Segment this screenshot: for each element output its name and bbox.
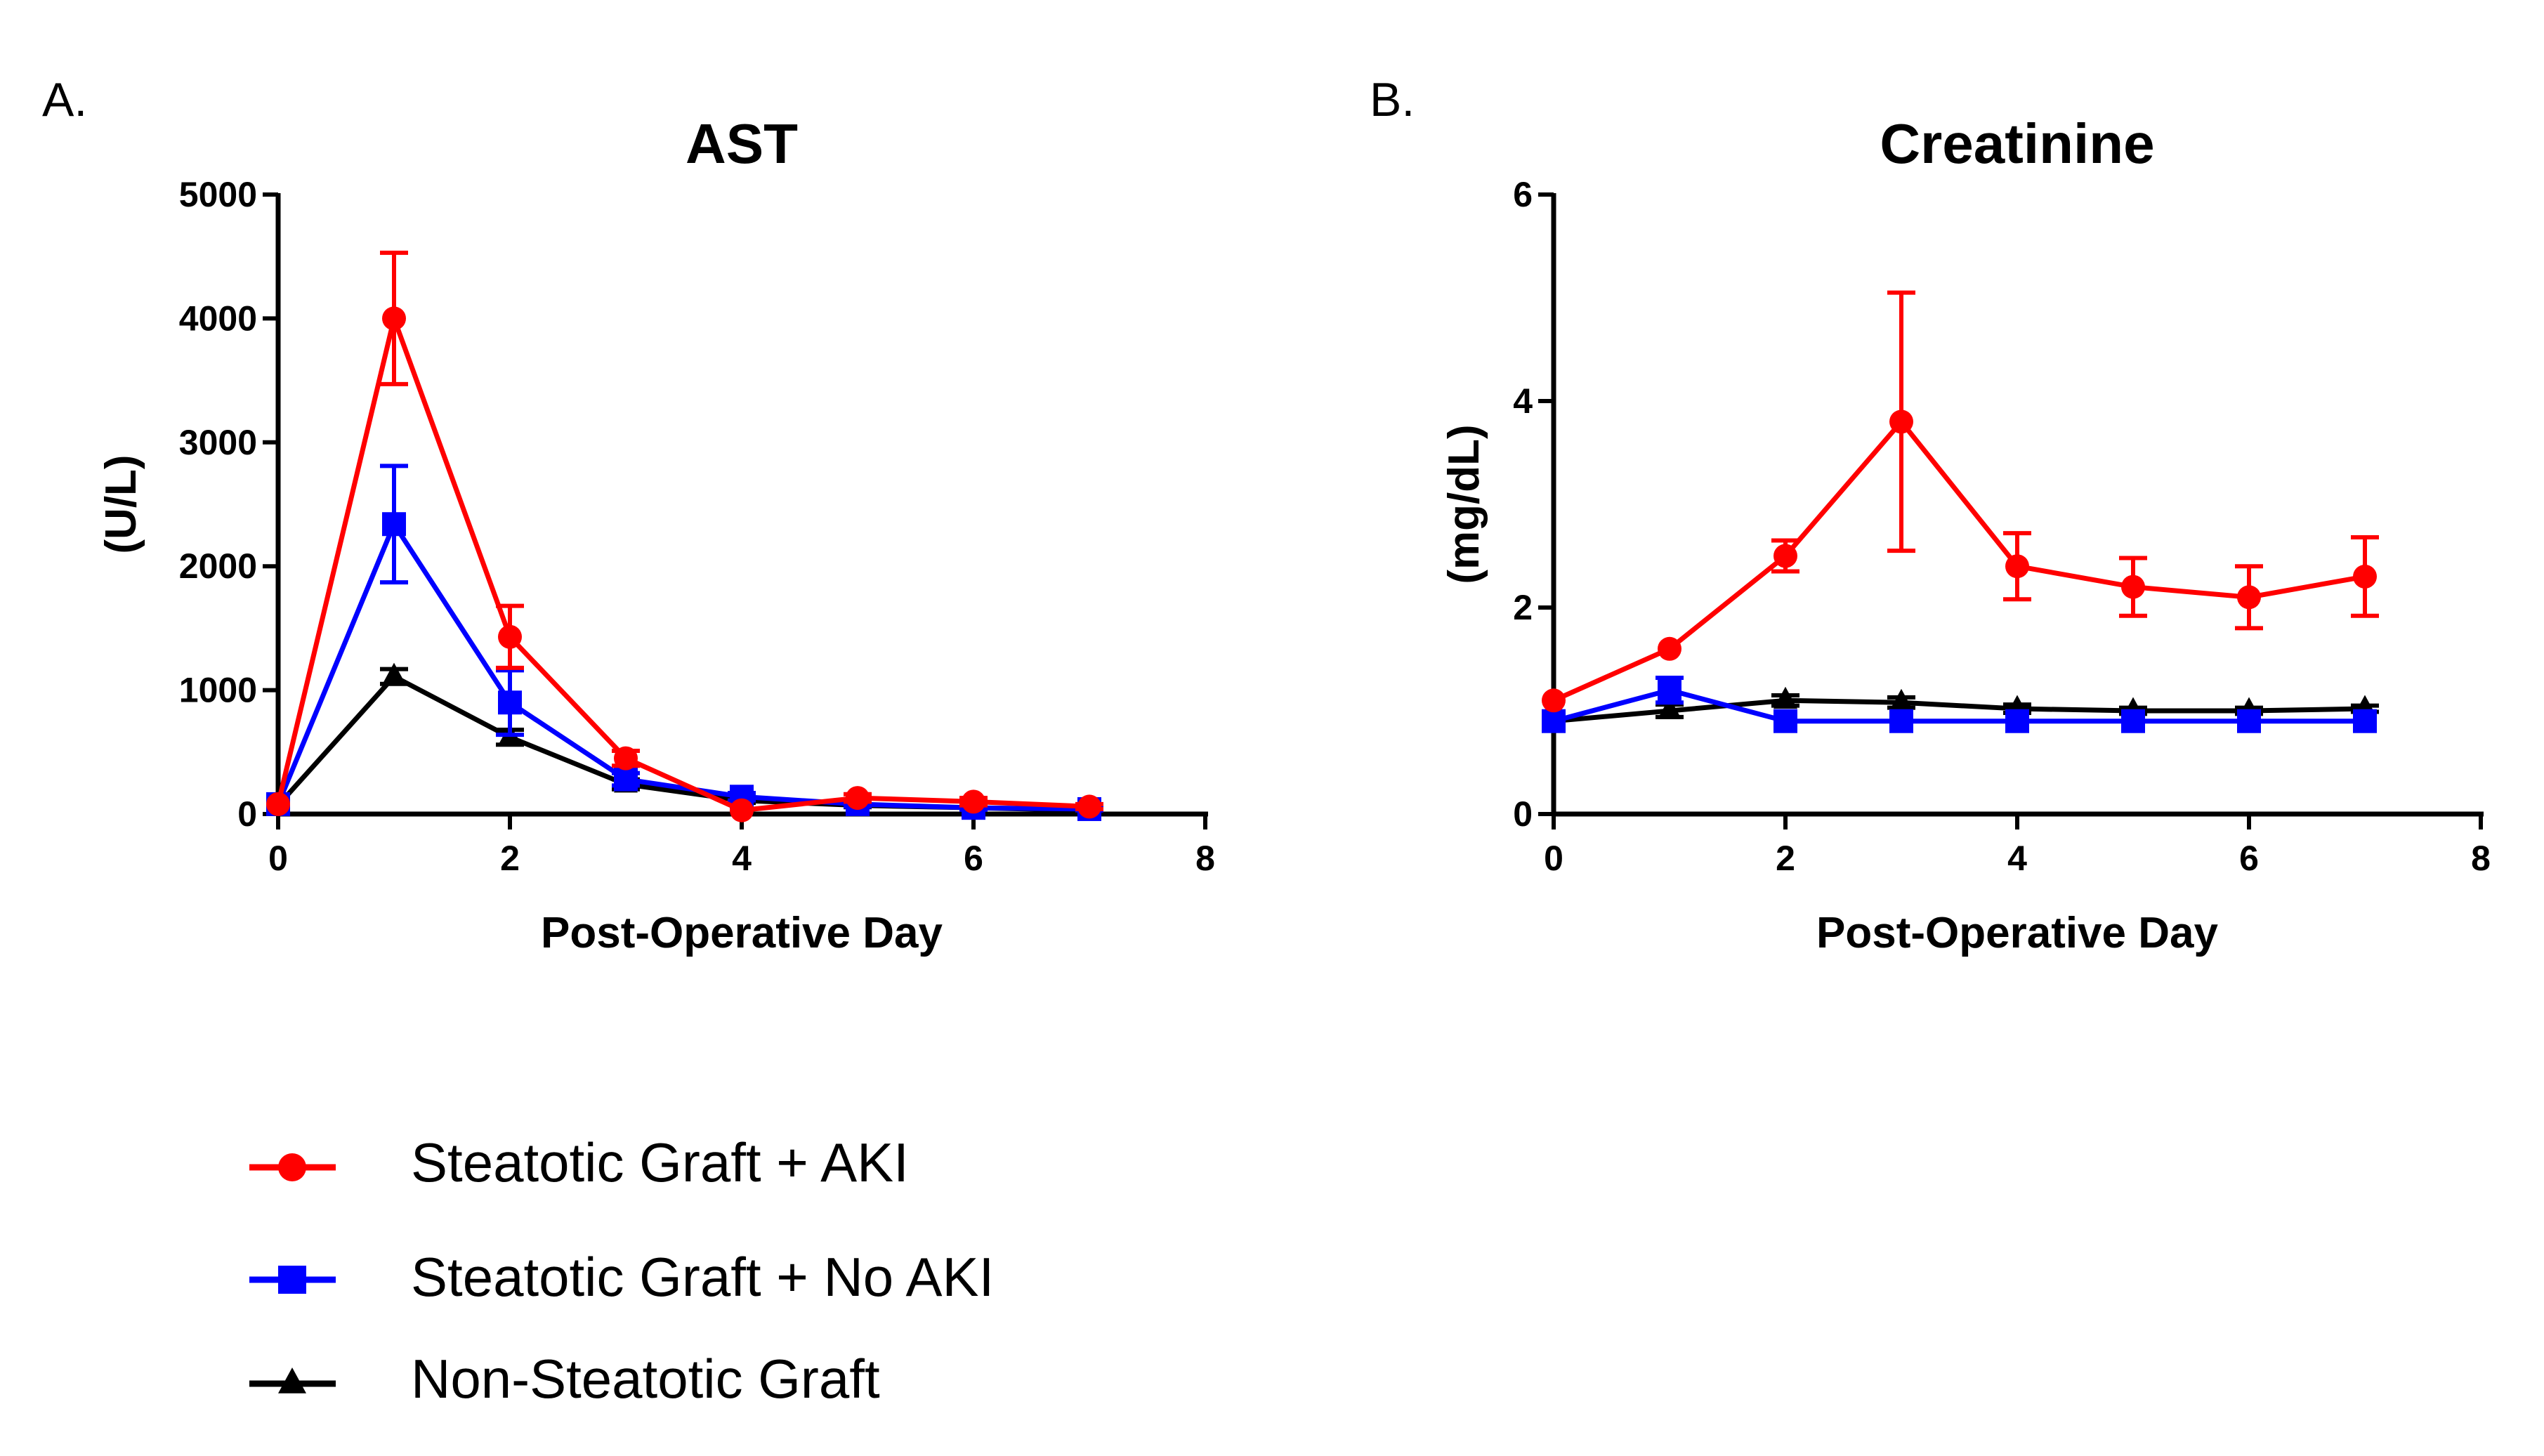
y-tick-label: 2 xyxy=(1513,588,1533,627)
data-point xyxy=(2005,709,2029,733)
legend-symbol xyxy=(278,1153,306,1181)
data-point xyxy=(1542,709,1566,733)
data-point xyxy=(498,624,522,649)
panel-b-letter: B. xyxy=(1370,73,1415,126)
x-tick-label: 4 xyxy=(2007,839,2027,878)
data-point xyxy=(1773,544,1797,568)
legend-symbol xyxy=(278,1368,306,1393)
y-tick-label: 2000 xyxy=(179,546,257,586)
data-point xyxy=(1773,709,1797,733)
series-line xyxy=(275,521,1090,812)
series-steatotic-graft-aki xyxy=(1542,290,2379,713)
data-point xyxy=(382,512,406,537)
data-point xyxy=(2353,709,2377,733)
x-tick-label: 2 xyxy=(500,839,520,878)
x-tick-label: 0 xyxy=(1544,839,1563,878)
legend-label-steatotic-aki: Steatotic Graft + AKI xyxy=(411,1132,909,1193)
data-point xyxy=(730,798,754,822)
legend-marker-circle-icon xyxy=(249,1153,336,1181)
data-point xyxy=(498,690,522,715)
data-point xyxy=(614,767,638,792)
y-tick-label: 4000 xyxy=(179,299,257,338)
x-tick-label: 4 xyxy=(732,839,752,878)
x-axis-label: Post-Operative Day xyxy=(1816,909,2219,957)
data-point xyxy=(382,306,406,331)
y-tick-label: 3000 xyxy=(179,423,257,462)
data-point xyxy=(382,662,406,685)
chart-title: AST xyxy=(686,112,798,175)
series-steatotic-graft-no-aki xyxy=(266,464,1103,821)
data-point xyxy=(2005,554,2029,579)
x-tick-label: 0 xyxy=(268,839,288,878)
legend-marker-triangle-icon xyxy=(249,1368,336,1393)
legend-label-non-steatotic: Non-Steatotic Graft xyxy=(411,1348,880,1410)
data-point xyxy=(1773,686,1797,709)
data-point xyxy=(1889,688,1913,711)
data-point xyxy=(1658,678,1681,702)
x-tick-label: 8 xyxy=(2471,839,2491,878)
series-steatotic-graft-no-aki xyxy=(1542,675,2377,733)
data-point xyxy=(2237,585,2261,610)
creatinine-chart: Creatinine 0 2 4 6 0 2 4 6 8 Post-Operative Day (mg… xyxy=(1440,112,2491,957)
y-tick-label: 4 xyxy=(1513,381,1533,421)
y-tick-label: 6 xyxy=(1513,175,1533,214)
legend-label-steatotic-no-aki: Steatotic Graft + No AKI xyxy=(411,1246,994,1308)
x-tick-label: 6 xyxy=(964,839,983,878)
y-tick-label: 0 xyxy=(237,794,257,834)
chart-title: Creatinine xyxy=(1880,112,2154,175)
data-point xyxy=(2353,564,2377,589)
series-line xyxy=(1553,697,2366,724)
data-point xyxy=(1542,688,1566,713)
legend: Steatotic Graft + AKI Steatotic Graft + … xyxy=(249,1132,994,1410)
data-point xyxy=(962,789,985,814)
y-axis-label: (U/L) xyxy=(97,454,145,553)
data-point xyxy=(2237,709,2261,733)
x-tick-label: 8 xyxy=(1195,839,1215,878)
data-point xyxy=(1077,794,1101,819)
data-point xyxy=(1889,409,1913,434)
y-axis-label: (mg/dL) xyxy=(1440,424,1488,584)
legend-item-steatotic-aki: Steatotic Graft + AKI xyxy=(249,1132,909,1193)
legend-marker-square-icon xyxy=(249,1266,336,1294)
data-point xyxy=(1889,709,1913,733)
x-tick-label: 6 xyxy=(2239,839,2259,878)
ast-chart: AST 0 1000 2000 3000 4000 5000 0 2 4 6 8 Post-Operat… xyxy=(97,112,1215,957)
series-line xyxy=(1552,419,2366,703)
data-point xyxy=(1658,697,1681,719)
legend-item-non-steatotic: Non-Steatotic Graft xyxy=(249,1348,880,1410)
panel-a-letter: A. xyxy=(42,73,87,126)
data-point xyxy=(614,746,638,770)
x-tick-label: 2 xyxy=(1776,839,1795,878)
series-steatotic-graft-aki xyxy=(266,250,1103,822)
y-tick-label: 0 xyxy=(1513,794,1533,834)
data-point xyxy=(846,786,870,811)
data-point xyxy=(266,792,290,816)
data-point xyxy=(1658,636,1681,661)
legend-item-steatotic-no-aki: Steatotic Graft + No AKI xyxy=(249,1246,994,1308)
legend-symbol xyxy=(278,1266,306,1294)
series-line xyxy=(1553,688,2365,724)
y-tick-label: 1000 xyxy=(179,671,257,710)
x-axis-label: Post-Operative Day xyxy=(541,909,943,957)
y-tick-label: 5000 xyxy=(179,175,257,214)
data-point xyxy=(2121,709,2145,733)
data-point xyxy=(2121,575,2145,599)
series-line xyxy=(275,315,1090,813)
